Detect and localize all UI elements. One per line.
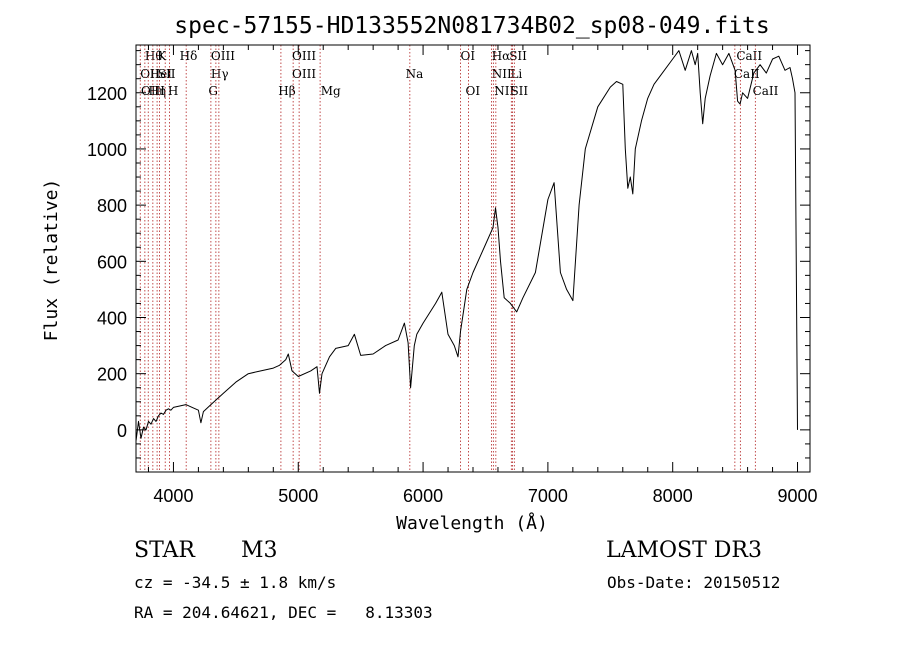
line-marker-label: NII: [494, 84, 514, 98]
line-marker-label: OIII: [211, 49, 235, 63]
line-marker-label: OIII: [292, 49, 316, 63]
line-marker-label: Hθ: [145, 49, 163, 63]
x-tick-label: 7000: [528, 486, 568, 506]
x-tick-label: 8000: [653, 486, 693, 506]
coordinates: RA = 204.64621, DEC = 8.13303: [134, 603, 433, 622]
y-tick-label: 400: [97, 308, 127, 328]
object-class: STAR: [134, 538, 195, 563]
line-marker-label: Na: [406, 67, 424, 81]
line-marker-label: Hγ: [211, 67, 229, 81]
axis-ticks: 4000 5000 6000 7000 8000 9000 0 200 400 600 800 100…: [87, 45, 818, 506]
observation-date: Obs-Date: 20150512: [607, 573, 781, 592]
line-marker-label: SII: [509, 49, 527, 63]
x-tick-label: 6000: [403, 486, 443, 506]
line-marker-label: OI: [461, 49, 476, 63]
line-marker-label: K: [157, 49, 167, 63]
y-tick-label: 1000: [87, 140, 127, 160]
line-marker-label: H: [168, 84, 178, 98]
redshift-value: cz = -34.5 ± 1.8 km/s: [134, 573, 337, 592]
line-marker-label: Mg: [321, 84, 341, 98]
y-tick-label: 1200: [87, 84, 127, 104]
x-axis-label: Wavelength (Å): [396, 512, 548, 534]
x-tick-label: 5000: [278, 486, 318, 506]
line-marker-label: NII: [492, 67, 512, 81]
chart-title: spec-57155-HD133552N081734B02_sp08-049.f…: [174, 13, 769, 39]
line-marker-label: SII: [510, 84, 528, 98]
line-marker-label: OIII: [292, 67, 316, 81]
emission-line-markers: OIIHθOIIIHηHeISIIKHHδGHγOIIIHβOIIIOIIIMg…: [139, 45, 779, 472]
line-marker-label: G: [208, 84, 218, 98]
x-tick-label: 4000: [153, 486, 193, 506]
subclass: M3: [241, 538, 278, 563]
line-marker-label: Li: [510, 67, 522, 81]
line-marker-label: Hα: [492, 49, 511, 63]
line-marker-label: CaII: [753, 84, 779, 98]
spectrum-series: [135, 50, 798, 442]
y-tick-label: 600: [97, 252, 127, 272]
axes: [135, 44, 811, 473]
line-marker-label: OI: [466, 84, 481, 98]
line-marker-label: HeI: [150, 67, 173, 81]
y-tick-label: 0: [117, 421, 127, 441]
line-marker-label: CaII: [734, 67, 760, 81]
x-tick-label: 9000: [777, 486, 817, 506]
y-tick-label: 800: [97, 196, 127, 216]
line-marker-label: SII: [158, 67, 176, 81]
plot-frame: [135, 44, 811, 473]
y-tick-label: 200: [97, 365, 127, 385]
survey-name: LAMOST DR3: [606, 538, 762, 563]
line-marker-label: Hδ: [180, 49, 198, 63]
line-marker-label: Hβ: [278, 84, 295, 98]
line-marker-label: CaII: [736, 49, 762, 63]
spectrum-line: [135, 50, 798, 442]
y-axis-label: Flux (relative): [41, 179, 62, 342]
